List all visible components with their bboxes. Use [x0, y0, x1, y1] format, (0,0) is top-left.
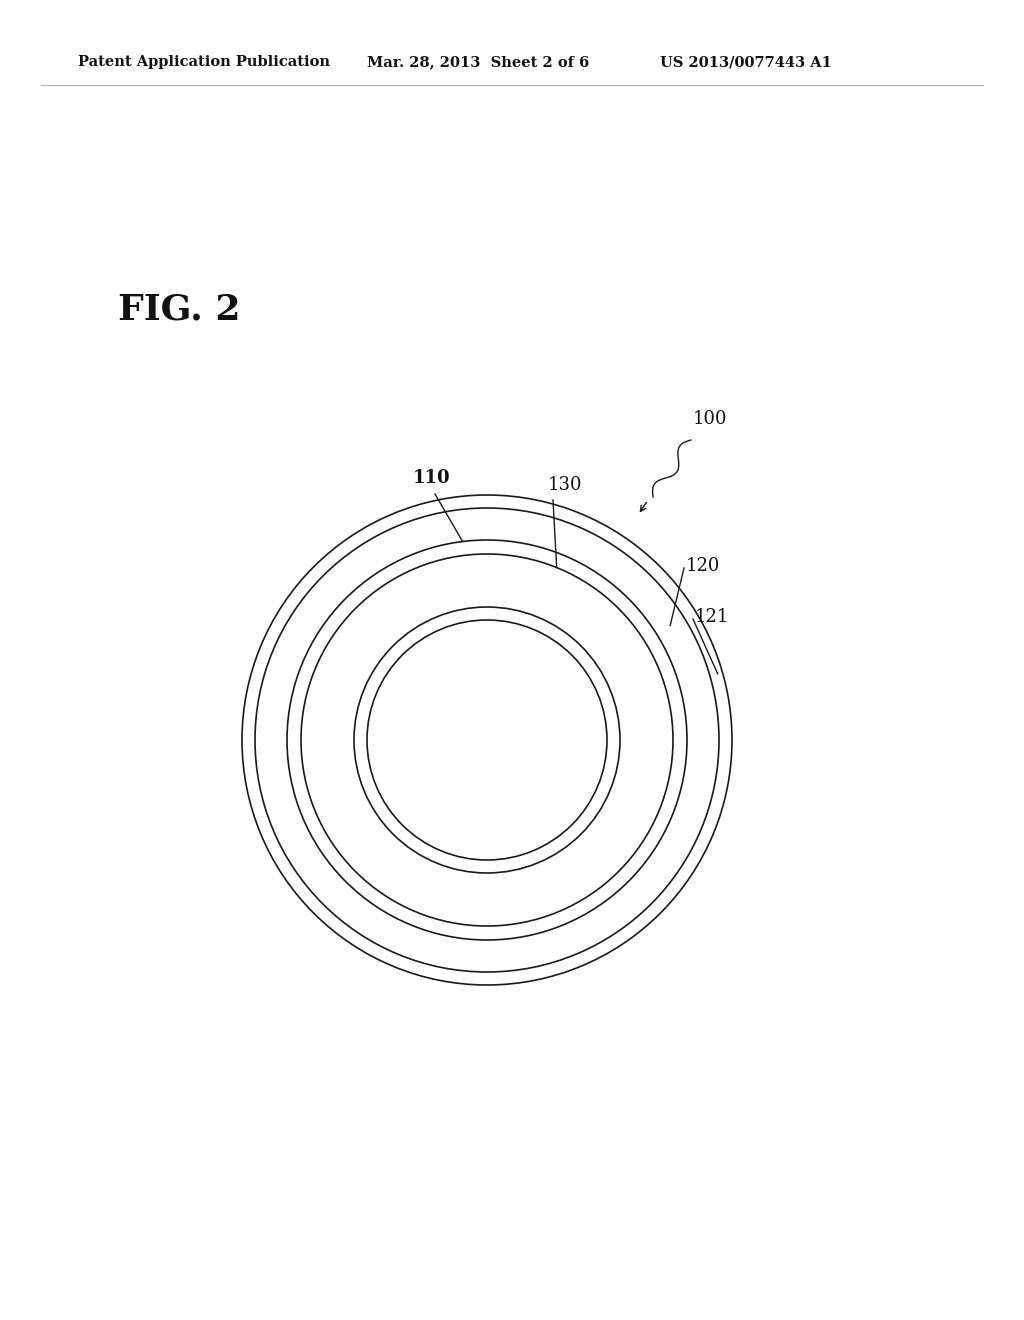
Text: FIG. 2: FIG. 2 [118, 292, 241, 326]
Text: US 2013/0077443 A1: US 2013/0077443 A1 [660, 55, 831, 69]
Text: Mar. 28, 2013  Sheet 2 of 6: Mar. 28, 2013 Sheet 2 of 6 [367, 55, 589, 69]
Text: 100: 100 [693, 411, 727, 428]
Text: 121: 121 [695, 609, 729, 626]
Text: 130: 130 [548, 477, 583, 494]
Text: 120: 120 [686, 557, 720, 576]
Text: Patent Application Publication: Patent Application Publication [78, 55, 330, 69]
Text: 110: 110 [414, 469, 451, 487]
